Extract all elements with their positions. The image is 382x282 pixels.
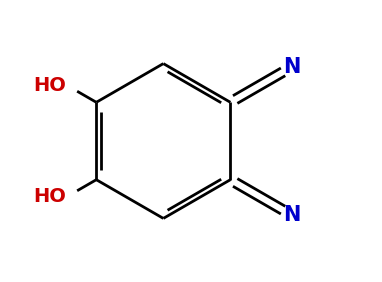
Text: N: N	[283, 205, 301, 225]
Text: N: N	[283, 57, 301, 77]
Text: HO: HO	[34, 188, 66, 206]
Text: HO: HO	[34, 76, 66, 94]
